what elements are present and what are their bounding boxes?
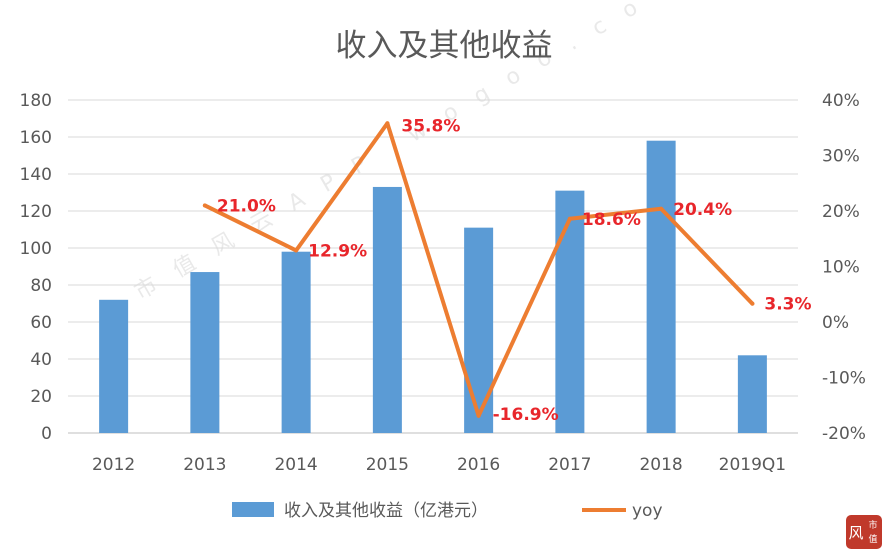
bar — [281, 251, 311, 433]
bar — [99, 299, 129, 433]
left-tick-label: 100 — [20, 239, 52, 259]
left-tick-label: 40 — [30, 350, 52, 370]
legend-swatch-bars — [232, 502, 274, 517]
right-tick-label: -10% — [822, 369, 866, 389]
yoy-data-label: 35.8% — [401, 116, 460, 136]
bar — [555, 190, 585, 433]
left-tick-label: 20 — [30, 387, 52, 407]
yoy-point — [659, 206, 664, 211]
bar — [737, 355, 767, 433]
yoy-point — [476, 413, 481, 418]
left-tick-label: 60 — [30, 313, 52, 333]
right-tick-label: 30% — [822, 147, 860, 167]
line-series — [202, 121, 755, 418]
bar — [190, 272, 220, 433]
yoy-data-label: 20.4% — [673, 200, 732, 220]
category-label: 2012 — [92, 455, 135, 475]
left-tick-label: 160 — [20, 128, 52, 148]
bar — [646, 140, 676, 433]
seal-char-2: 值 — [868, 533, 877, 545]
right-tick-label: 40% — [822, 91, 860, 111]
seal-logo: 风 市 值 — [846, 515, 882, 549]
yoy-point — [294, 248, 299, 253]
yoy-data-label: 21.0% — [217, 196, 276, 216]
category-label: 2016 — [457, 455, 500, 475]
seal-char-1: 市 — [868, 519, 877, 531]
chart-title: 收入及其他收益 — [336, 28, 553, 64]
data-labels: 21.0% 12.9% 35.8% -16.9% 18.6% 20.4% 3.3% — [217, 116, 812, 424]
right-tick-label: -20% — [822, 424, 866, 444]
bar — [372, 186, 402, 433]
right-tick-label: 0% — [822, 313, 849, 333]
left-tick-label: 80 — [30, 276, 52, 296]
bar-series — [99, 140, 767, 433]
yoy-point — [202, 203, 207, 208]
category-label: 2017 — [548, 455, 591, 475]
left-tick-label: 140 — [20, 165, 52, 185]
right-axis-ticks: -20% -10% 0% 10% 20% 30% 40% — [822, 91, 866, 444]
yoy-data-label: 18.6% — [582, 210, 641, 230]
yoy-data-label: -16.9% — [493, 405, 559, 425]
yoy-point — [385, 121, 390, 126]
category-label: 2019Q1 — [719, 455, 786, 475]
left-tick-label: 120 — [20, 202, 52, 222]
left-tick-label: 0 — [41, 424, 52, 444]
left-axis-ticks: 0 20 40 60 80 100 120 140 160 180 — [20, 91, 52, 444]
yoy-point — [567, 216, 572, 221]
right-tick-label: 20% — [822, 202, 860, 222]
seal-glyph: 风 — [848, 524, 863, 542]
category-label: 2013 — [183, 455, 226, 475]
yoy-point — [750, 301, 755, 306]
category-axis-labels: 2012 2013 2014 2015 2016 2017 2018 2019Q1 — [92, 455, 786, 475]
legend-label-line: yoy — [632, 501, 663, 521]
right-tick-label: 10% — [822, 258, 860, 278]
category-label: 2014 — [274, 455, 317, 475]
legend-label-bars: 收入及其他收益（亿港元） — [284, 501, 488, 521]
category-label: 2015 — [366, 455, 409, 475]
seal-background — [846, 515, 882, 549]
bar — [464, 227, 494, 433]
gridlines — [68, 99, 798, 434]
left-tick-label: 180 — [20, 91, 52, 111]
category-label: 2018 — [639, 455, 682, 475]
legend: 收入及其他收益（亿港元） yoy — [232, 501, 663, 521]
yoy-data-label: 12.9% — [308, 241, 367, 261]
yoy-data-label: 3.3% — [764, 295, 811, 315]
